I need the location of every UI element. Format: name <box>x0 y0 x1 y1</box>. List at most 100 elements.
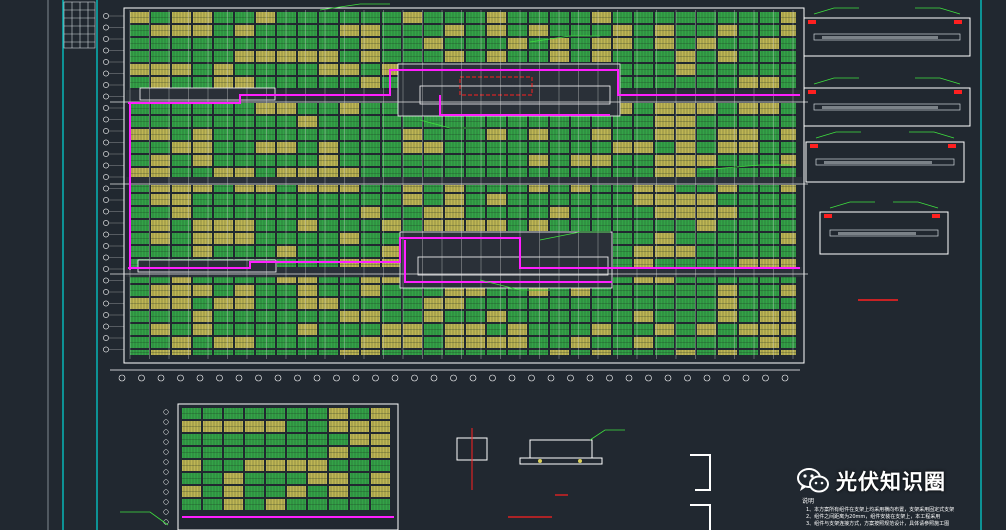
axis-bubble <box>255 374 262 382</box>
axis-bubble <box>163 439 169 445</box>
cable-route <box>128 69 800 104</box>
axis-bubble <box>391 374 399 382</box>
red-mark <box>932 214 940 218</box>
axis-bubble <box>103 335 109 341</box>
axis-bubble <box>103 128 109 134</box>
axis-bubble <box>606 374 613 382</box>
red-mark <box>948 144 956 148</box>
bolt <box>578 459 582 463</box>
leader-line <box>539 231 610 241</box>
watermark: 光伏知识圈 <box>796 466 946 496</box>
leader-line <box>909 131 955 139</box>
main-plan <box>103 3 808 382</box>
notes-line: 1、本方案所有组件在支架上均采用横向布置，支架采用固定式支架 <box>806 506 954 513</box>
section-beam <box>822 36 938 39</box>
bolt <box>538 459 542 463</box>
leader-line <box>815 131 861 139</box>
section-outline <box>803 17 971 57</box>
axis-bubble <box>163 469 169 475</box>
inset-plan <box>120 403 399 530</box>
leader-line <box>893 201 939 209</box>
axis-bubble <box>684 374 691 382</box>
axis-bubble <box>294 374 301 382</box>
red-mark <box>954 90 962 94</box>
axis-bubble <box>196 374 204 382</box>
axis-bubble <box>547 374 555 382</box>
leader-line <box>915 7 961 15</box>
axis-bubble <box>103 266 109 272</box>
axis-bubble <box>313 374 321 382</box>
section-beam <box>813 103 961 111</box>
inset-boundary <box>177 403 399 530</box>
road <box>126 177 802 185</box>
axis-bubble <box>333 374 340 382</box>
axis-bubble <box>781 374 789 382</box>
axis-bubble <box>103 82 109 88</box>
axis-bubble <box>138 374 145 382</box>
axis-bubble <box>469 374 477 382</box>
axis-bubble <box>567 374 574 382</box>
axis-bubble <box>216 374 223 382</box>
axis-bubble <box>235 374 243 382</box>
building-outline <box>419 85 611 105</box>
leader-line <box>915 77 961 85</box>
axis-bubble <box>103 47 109 54</box>
axis-bubble <box>163 459 169 465</box>
axis-bubble <box>103 24 109 31</box>
axis-bubble <box>103 13 109 19</box>
axis-bubble <box>103 220 109 226</box>
section-beam <box>815 158 955 166</box>
axis-bubble <box>163 479 169 485</box>
notes-line: 2、组件之间距离为20mm，组件安装在支架上，本工程采用 <box>806 513 940 520</box>
axis-bubble <box>703 374 711 382</box>
axis-bubble <box>118 374 126 382</box>
red-mark <box>808 90 816 94</box>
bracket-profile <box>690 454 711 491</box>
axis-bubble <box>489 374 496 382</box>
section-beam <box>838 232 916 235</box>
building-outline <box>417 256 609 276</box>
axis-bubble <box>103 36 109 42</box>
notes-block: 说明1、本方案所有组件在支架上均采用横向布置，支架采用固定式支架2、组件之间距离… <box>802 497 954 527</box>
axis-bubble <box>411 374 418 382</box>
axis-bubble <box>508 374 516 382</box>
axis-bubble <box>163 449 169 455</box>
leader-line <box>813 77 859 85</box>
leader-line <box>419 119 480 129</box>
axis-bubble <box>430 374 438 382</box>
axis-bubble <box>103 346 109 353</box>
axis-bubble <box>723 374 730 382</box>
axis-bubble <box>103 312 109 318</box>
red-mark <box>808 20 816 24</box>
notes-line: 3、组件与支架连接方式，方案按照规范设计，具体请参照施工图 <box>806 520 949 527</box>
leader-line <box>699 164 790 171</box>
axis-bubble <box>163 489 169 495</box>
section-beam <box>822 106 938 109</box>
axis-bubble <box>528 374 535 382</box>
wechat-icon <box>797 468 829 493</box>
axis-bubble <box>103 59 109 65</box>
axis-bubble <box>645 374 652 382</box>
axis-bubble <box>103 243 109 249</box>
leader-line <box>319 3 390 11</box>
watermark-text: 光伏知识圈 <box>836 470 946 494</box>
bracket-details <box>456 428 711 530</box>
axis-bubble <box>274 374 282 382</box>
axis-bubble <box>103 185 109 192</box>
section-beam <box>829 229 939 237</box>
axis-bubble <box>103 231 109 238</box>
axis-bubble <box>103 139 109 146</box>
axis-bubble <box>103 323 109 330</box>
bracket-section <box>519 457 603 465</box>
axis-bubble <box>163 419 169 425</box>
axis-bubble <box>742 374 750 382</box>
axis-bubble <box>103 93 109 100</box>
axis-bubble <box>157 374 165 382</box>
axis-bubble <box>103 197 109 203</box>
axis-bubble <box>625 374 633 382</box>
axis-bubble <box>103 105 109 111</box>
section-beam <box>813 33 961 41</box>
leader-line <box>589 429 625 441</box>
